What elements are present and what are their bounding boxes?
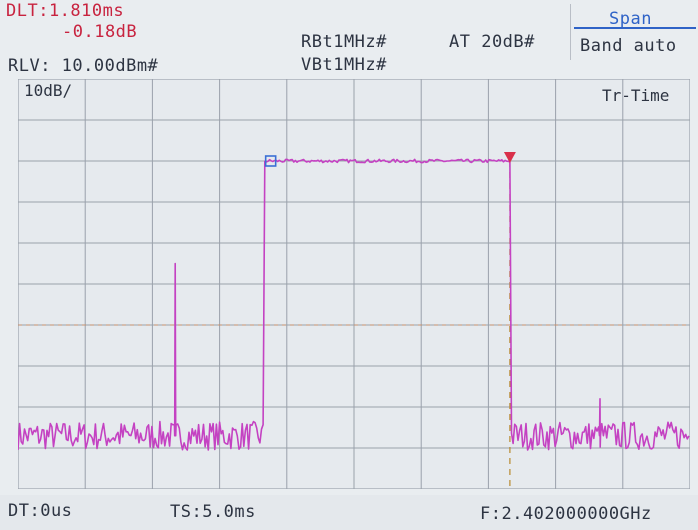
softkey-span[interactable]: Span Band auto	[570, 4, 698, 60]
trace-mode-label: Tr-Time	[602, 86, 669, 105]
delta-marker	[503, 152, 516, 163]
attenuation: AT 20dB#	[449, 32, 535, 52]
status-bar: DT:0us TS:5.0ms F:2.402000000GHz	[0, 495, 698, 530]
scale-label: 10dB/	[24, 81, 72, 100]
reference-level: RLV: 10.00dBm#	[8, 56, 159, 76]
delta-marker-level: -0.18dB	[62, 22, 138, 42]
softkey-span-title: Span	[609, 9, 652, 29]
delay-time: DT:0us	[8, 501, 73, 521]
trace-line	[18, 158, 690, 451]
graticule	[18, 79, 690, 489]
sweep-time: TS:5.0ms	[170, 502, 256, 522]
trace-display: 10dB/ Tr-Time	[18, 79, 690, 489]
reference-marker	[264, 155, 277, 167]
video-bandwidth: VBt1MHz#	[301, 55, 387, 75]
resolution-bandwidth: RBt1MHz#	[301, 32, 387, 52]
delta-marker-time: DLT:1.810ms	[6, 1, 125, 21]
softkey-span-value: Band auto	[580, 36, 677, 56]
center-frequency: F:2.402000000GHz	[480, 504, 652, 524]
softkey-divider	[574, 27, 696, 29]
